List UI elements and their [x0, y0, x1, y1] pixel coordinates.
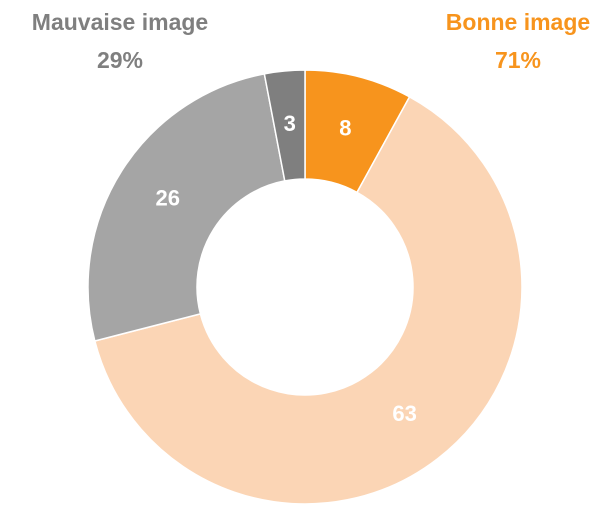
group-label: Mauvaise image — [32, 9, 208, 35]
group-label: Bonne image — [446, 9, 590, 35]
donut-slice — [263, 69, 306, 182]
donut-slice — [87, 72, 286, 342]
group-value: 29% — [97, 47, 143, 73]
slice-label: 63 — [392, 401, 416, 426]
donut-slice — [93, 95, 523, 505]
slice-label: 8 — [339, 115, 351, 140]
group-value: 71% — [495, 47, 541, 73]
slice-label: 3 — [284, 111, 296, 136]
slice-label: 26 — [156, 186, 180, 211]
